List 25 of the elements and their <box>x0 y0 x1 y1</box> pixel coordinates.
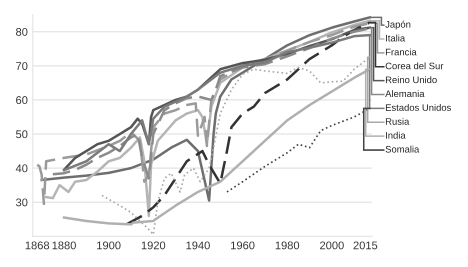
text: Italia <box>386 34 406 42</box>
text: Somalia <box>386 146 420 153</box>
text: Corea del Sur <box>386 62 444 70</box>
x-tick-label: 1960 <box>231 241 255 250</box>
text: Francia <box>386 48 417 56</box>
x-tick-label: 1920 <box>142 241 166 250</box>
y-tick-label: 80 <box>16 28 28 36</box>
x-tick-label: 2015 <box>354 241 378 250</box>
x-tick-label: 1900 <box>97 241 121 250</box>
y-tick-label: 50 <box>16 130 28 138</box>
text: Reino Unido <box>386 76 437 84</box>
text: India <box>386 132 406 139</box>
text: Alemania <box>385 90 425 98</box>
text: Rusia <box>386 118 410 125</box>
x-tick-label: 2000 <box>320 241 344 250</box>
y-tick-label: 30 <box>16 198 28 206</box>
series-label: Japón <box>385 20 410 30</box>
x-tick-label: 1868 <box>26 241 50 250</box>
text: Estados Unidos <box>386 104 451 111</box>
y-tick-label: 60 <box>16 96 28 104</box>
x-tick-label: 1880 <box>52 241 76 250</box>
y-tick-label: 70 <box>16 62 28 70</box>
x-tick-label: 1940 <box>186 241 210 250</box>
x-tick-label: 1980 <box>276 241 300 250</box>
y-tick-label: 40 <box>16 164 28 172</box>
